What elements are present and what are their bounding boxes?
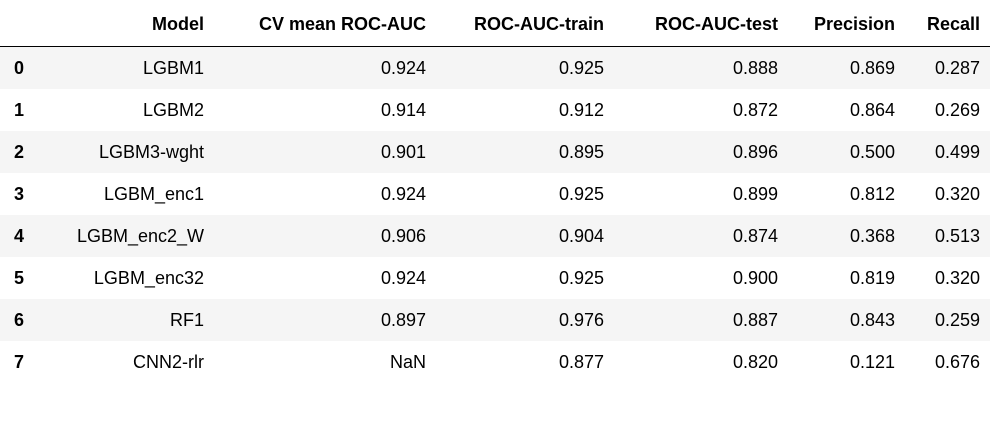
cell-precision: 0.819 xyxy=(849,267,895,288)
header-row: Model CV mean ROC-AUC ROC-AUC-train ROC-… xyxy=(0,2,990,47)
cell-cv-mean-roc-auc: 0.901 xyxy=(380,141,426,162)
row-index: 5 xyxy=(14,267,25,288)
row-index: 7 xyxy=(14,351,25,372)
cell-roc-auc-test: 0.820 xyxy=(732,351,778,372)
table-row: 6 RF1 0.897 0.976 0.887 0.843 0.259 xyxy=(0,299,990,341)
cell-roc-auc-train: 0.912 xyxy=(558,99,604,120)
cell-roc-auc-train: 0.877 xyxy=(558,351,604,372)
column-header-model: Model xyxy=(46,2,214,47)
cell-cv-mean-roc-auc: 0.924 xyxy=(380,183,426,204)
table-row: 4 LGBM_enc2_W 0.906 0.904 0.874 0.368 0.… xyxy=(0,215,990,257)
cell-precision: 0.869 xyxy=(849,57,895,78)
table-body: 0 LGBM1 0.924 0.925 0.888 0.869 0.287 1 … xyxy=(0,46,990,383)
table-row: 5 LGBM_enc32 0.924 0.925 0.900 0.819 0.3… xyxy=(0,257,990,299)
cell-model: LGBM_enc1 xyxy=(103,183,204,204)
row-index: 1 xyxy=(14,99,25,120)
cell-roc-auc-test: 0.888 xyxy=(732,57,778,78)
table-row: 1 LGBM2 0.914 0.912 0.872 0.864 0.269 xyxy=(0,89,990,131)
row-index: 3 xyxy=(14,183,25,204)
cell-roc-auc-train: 0.904 xyxy=(558,225,604,246)
table-row: 7 CNN2-rlr NaN 0.877 0.820 0.121 0.676 xyxy=(0,341,990,383)
cell-roc-auc-test: 0.887 xyxy=(732,309,778,330)
cell-model: LGBM1 xyxy=(142,57,204,78)
table-row: 3 LGBM_enc1 0.924 0.925 0.899 0.812 0.32… xyxy=(0,173,990,215)
column-header-recall: Recall xyxy=(905,2,990,47)
cell-recall: 0.320 xyxy=(934,267,980,288)
row-index: 6 xyxy=(14,309,25,330)
column-header-cv-mean-roc-auc: CV mean ROC-AUC xyxy=(214,2,436,47)
cell-roc-auc-train: 0.976 xyxy=(558,309,604,330)
cell-cv-mean-roc-auc: 0.906 xyxy=(380,225,426,246)
cell-precision: 0.121 xyxy=(849,351,895,372)
cell-model: LGBM3-wght xyxy=(98,141,204,162)
cell-model: LGBM2 xyxy=(142,99,204,120)
cell-model: LGBM_enc32 xyxy=(93,267,204,288)
cell-recall: 0.320 xyxy=(934,183,980,204)
cell-cv-mean-roc-auc: 0.924 xyxy=(380,57,426,78)
cell-roc-auc-test: 0.872 xyxy=(732,99,778,120)
cell-recall: 0.499 xyxy=(934,141,980,162)
cell-precision: 0.500 xyxy=(849,141,895,162)
cell-cv-mean-roc-auc: NaN xyxy=(389,351,426,372)
cell-roc-auc-test: 0.896 xyxy=(732,141,778,162)
cell-roc-auc-train: 0.895 xyxy=(558,141,604,162)
cell-precision: 0.368 xyxy=(849,225,895,246)
cell-roc-auc-test: 0.874 xyxy=(732,225,778,246)
table-row: 2 LGBM3-wght 0.901 0.895 0.896 0.500 0.4… xyxy=(0,131,990,173)
cell-model: CNN2-rlr xyxy=(133,351,204,372)
cell-precision: 0.843 xyxy=(849,309,895,330)
row-index: 2 xyxy=(14,141,25,162)
cell-model: LGBM_enc2_W xyxy=(76,225,204,246)
cell-roc-auc-test: 0.899 xyxy=(732,183,778,204)
cell-recall: 0.259 xyxy=(934,309,980,330)
cell-roc-auc-train: 0.925 xyxy=(558,57,604,78)
cell-precision: 0.812 xyxy=(849,183,895,204)
cell-model: RF1 xyxy=(169,309,204,330)
cell-cv-mean-roc-auc: 0.897 xyxy=(380,309,426,330)
cell-recall: 0.287 xyxy=(934,57,980,78)
cell-recall: 0.269 xyxy=(934,99,980,120)
column-header-precision: Precision xyxy=(788,2,905,47)
cell-roc-auc-train: 0.925 xyxy=(558,183,604,204)
column-header-roc-auc-train: ROC-AUC-train xyxy=(436,2,614,47)
row-index: 0 xyxy=(14,57,25,78)
results-table: Model CV mean ROC-AUC ROC-AUC-train ROC-… xyxy=(0,2,990,383)
index-header xyxy=(0,2,46,47)
cell-roc-auc-train: 0.925 xyxy=(558,267,604,288)
cell-cv-mean-roc-auc: 0.924 xyxy=(380,267,426,288)
column-header-roc-auc-test: ROC-AUC-test xyxy=(614,2,788,47)
cell-recall: 0.676 xyxy=(934,351,980,372)
cell-recall: 0.513 xyxy=(934,225,980,246)
cell-precision: 0.864 xyxy=(849,99,895,120)
cell-cv-mean-roc-auc: 0.914 xyxy=(380,99,426,120)
table-row: 0 LGBM1 0.924 0.925 0.888 0.869 0.287 xyxy=(0,46,990,89)
table-header: Model CV mean ROC-AUC ROC-AUC-train ROC-… xyxy=(0,2,990,47)
cell-roc-auc-test: 0.900 xyxy=(732,267,778,288)
row-index: 4 xyxy=(14,225,25,246)
